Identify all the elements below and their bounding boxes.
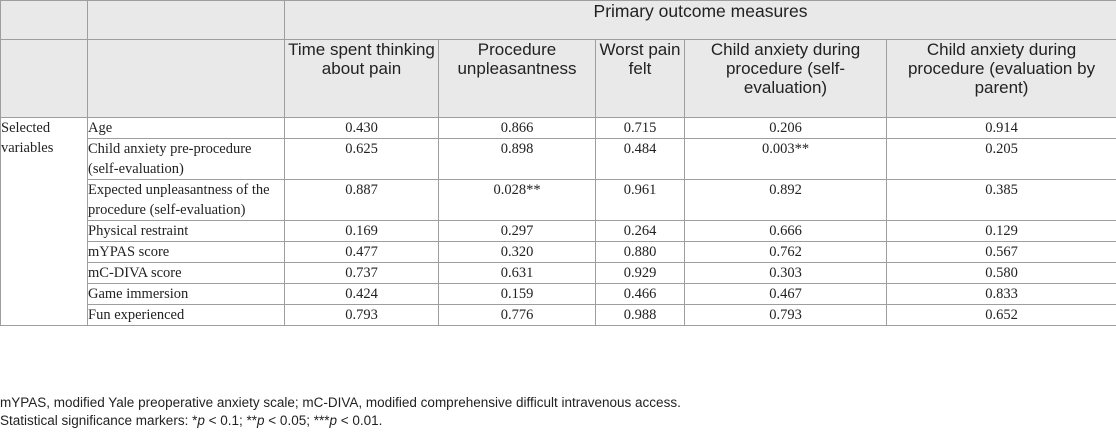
footnotes: mYPAS, modified Yale preoperative anxiet… [0, 394, 1116, 430]
value-cell: 0.631 [438, 262, 596, 284]
value-cell: 0.385 [885, 179, 1116, 221]
value-cell: 0.159 [438, 283, 596, 305]
value-cell: 0.169 [284, 220, 439, 242]
table-row: Expected unpleasantness of the procedure… [1, 179, 1116, 221]
value-cell: 0.625 [284, 138, 439, 180]
p-symbol: p [329, 413, 337, 428]
marker-threshold: < 0.1; [204, 413, 247, 428]
value-cell: 0.793 [684, 304, 887, 326]
table-row: mYPAS score 0.477 0.320 0.880 0.762 0.567 [1, 241, 1116, 263]
value-cell: 0.652 [885, 304, 1116, 326]
column-header-anxiety-parent: Child anxiety during procedure (evaluati… [885, 39, 1116, 118]
value-cell: 0.430 [284, 117, 439, 139]
value-cell: 0.929 [595, 262, 685, 284]
column-header-anxiety-self: Child anxiety during procedure (self-eva… [684, 39, 887, 118]
value-cell: 0.567 [885, 241, 1116, 263]
value-cell: 0.206 [684, 117, 887, 139]
row-label: Child anxiety pre-procedure (self-evalua… [87, 138, 285, 180]
value-cell: 0.424 [284, 283, 439, 305]
significance-prefix: Statistical significance markers: [0, 413, 193, 428]
value-cell: 0.715 [595, 117, 685, 139]
row-label: mC-DIVA score [87, 262, 285, 284]
header-blank-cell [0, 39, 88, 118]
marker-symbol: ** [246, 413, 258, 428]
marker-threshold: < 0.05; [264, 413, 314, 428]
significance-note: Statistical significance markers: *p < 0… [0, 412, 1116, 430]
row-label: Fun experienced [87, 304, 285, 326]
value-cell: 0.297 [438, 220, 596, 242]
value-cell: 0.666 [684, 220, 887, 242]
value-cell: 0.737 [284, 262, 439, 284]
value-cell: 0.866 [438, 117, 596, 139]
value-cell: 0.303 [684, 262, 887, 284]
value-cell: 0.028** [438, 179, 596, 221]
marker-threshold: < 0.01. [337, 413, 383, 428]
value-cell: 0.887 [284, 179, 439, 221]
table-row: Game immersion 0.424 0.159 0.466 0.467 0.833 [1, 283, 1116, 305]
p-symbol: p [197, 413, 205, 428]
table-row: Fun experienced 0.793 0.776 0.988 0.793 0.652 [1, 304, 1116, 326]
value-cell: 0.914 [885, 117, 1116, 139]
table-body: Selected variables Age 0.430 0.866 0.715 0.20… [0, 117, 1116, 326]
table-row: Selected variables Age 0.430 0.866 0.715 0.20… [0, 117, 1116, 326]
value-cell: 0.466 [595, 283, 685, 305]
value-cell: 0.003** [684, 138, 887, 180]
table-row: Child anxiety pre-procedure (self-evalua… [1, 138, 1116, 180]
value-cell: 0.205 [885, 138, 1116, 180]
results-table: Primary outcome measures Time spent thin… [0, 0, 1116, 326]
row-label: mYPAS score [87, 241, 285, 263]
value-cell: 0.988 [595, 304, 685, 326]
value-cell: 0.880 [595, 241, 685, 263]
value-cell: 0.129 [885, 220, 1116, 242]
column-header-unpleasantness: Procedure unpleasantness [438, 39, 596, 118]
value-cell: 0.776 [438, 304, 596, 326]
value-cell: 0.833 [885, 283, 1116, 305]
header-blank-cell [87, 39, 285, 118]
header-column-row: Time spent thinking about pain Procedure… [0, 39, 1116, 118]
value-cell: 0.264 [595, 220, 685, 242]
value-cell: 0.477 [284, 241, 439, 263]
header-blank-cell [87, 0, 285, 40]
marker-symbol: * [192, 413, 198, 428]
value-cell: 0.892 [684, 179, 887, 221]
row-label: Age [87, 117, 285, 139]
column-header-worst-pain: Worst pain felt [595, 39, 685, 118]
value-cell: 0.467 [684, 283, 887, 305]
marker-symbol: *** [313, 413, 330, 428]
abbreviations-note: mYPAS, modified Yale preoperative anxiet… [0, 395, 681, 410]
p-symbol: p [257, 413, 265, 428]
row-label: Physical restraint [87, 220, 285, 242]
header-group-row: Primary outcome measures [0, 0, 1116, 40]
row-label: Game immersion [87, 283, 285, 305]
table-row: mC-DIVA score 0.737 0.631 0.929 0.303 0.580 [1, 262, 1116, 284]
value-cell: 0.580 [885, 262, 1116, 284]
value-cell: 0.961 [595, 179, 685, 221]
column-header-time-thinking: Time spent thinking about pain [284, 39, 439, 118]
value-cell: 0.762 [684, 241, 887, 263]
row-label: Expected unpleasantness of the procedure… [87, 179, 285, 221]
group-header: Primary outcome measures [283, 0, 1116, 40]
header-blank-cell [0, 0, 88, 40]
value-cell: 0.898 [438, 138, 596, 180]
section-label: Selected variables [0, 117, 88, 326]
value-cell: 0.484 [595, 138, 685, 180]
value-cell: 0.793 [284, 304, 439, 326]
value-cell: 0.320 [438, 241, 596, 263]
table-row: Physical restraint 0.169 0.297 0.264 0.666 0.… [1, 220, 1116, 242]
